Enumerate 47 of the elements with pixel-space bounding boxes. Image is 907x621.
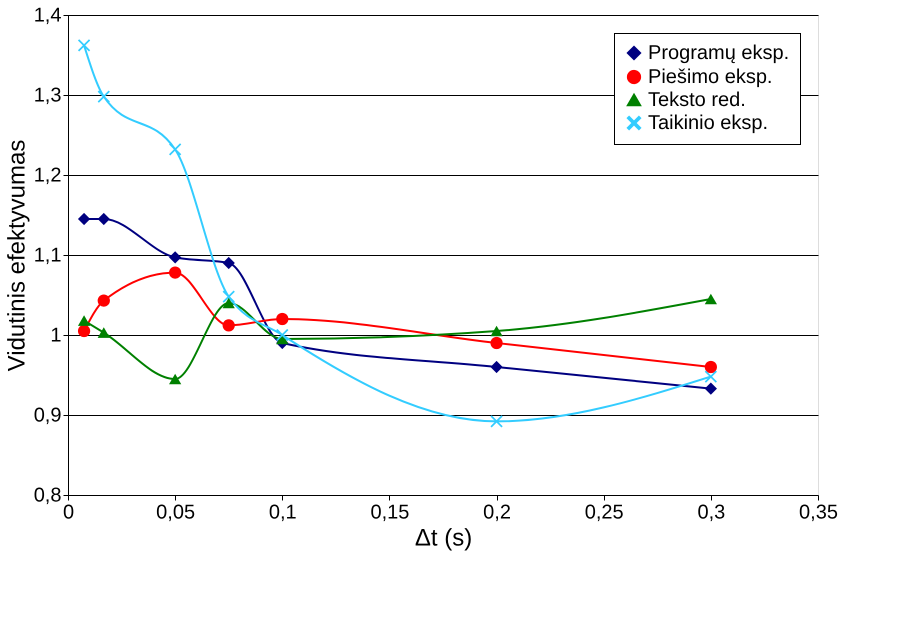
x-tick-label: 0,1: [268, 502, 297, 524]
legend-label: Piešimo eksp.: [648, 66, 772, 88]
point: [78, 212, 90, 226]
point: [169, 251, 182, 264]
y-tick-label: 1,1: [34, 244, 62, 266]
point: [704, 360, 717, 374]
point: [98, 212, 110, 226]
y-tick-label: 1,3: [34, 84, 62, 106]
y-tick-label: 0,8: [34, 484, 62, 506]
x-tick-label: 0,05: [156, 502, 196, 524]
y-axis-title: Vidutinis efektyvumas: [4, 140, 31, 372]
point: [222, 290, 235, 303]
point: [704, 382, 717, 395]
point: [490, 336, 503, 350]
point: [78, 324, 90, 338]
point: [276, 312, 288, 326]
point: [169, 266, 182, 279]
point: [704, 294, 717, 304]
point: [222, 319, 235, 332]
point: [98, 90, 110, 103]
legend-label: Teksto red.: [648, 89, 746, 111]
legend-label: Programų eksp.: [648, 42, 790, 64]
point: [78, 315, 90, 326]
point: [78, 39, 90, 52]
y-tick-label: 1,4: [34, 4, 62, 26]
point: [222, 256, 235, 270]
point: [704, 370, 717, 383]
x-tick-label: 0,15: [370, 502, 410, 524]
point: [169, 374, 182, 384]
point: [169, 143, 182, 156]
x-tick-label: 0,25: [584, 502, 624, 524]
point: [98, 294, 110, 307]
point: [98, 327, 110, 338]
legend-label: Taikinio eksp.: [648, 112, 768, 134]
x-axis-title: Δt (s): [414, 524, 472, 552]
y-tick-label: 1: [50, 324, 62, 346]
point: [490, 360, 503, 374]
x-tick-label: 0: [62, 502, 74, 524]
x-tick-label: 0,2: [483, 502, 511, 524]
x-tick-label: 0,3: [697, 502, 726, 524]
point: [490, 326, 503, 336]
point: [276, 328, 288, 342]
x-tick-label: 0,35: [799, 502, 838, 524]
point: [222, 298, 235, 308]
y-tick-label: 0,9: [34, 404, 62, 426]
point: [490, 415, 503, 428]
y-tick-label: 1,2: [34, 164, 62, 186]
